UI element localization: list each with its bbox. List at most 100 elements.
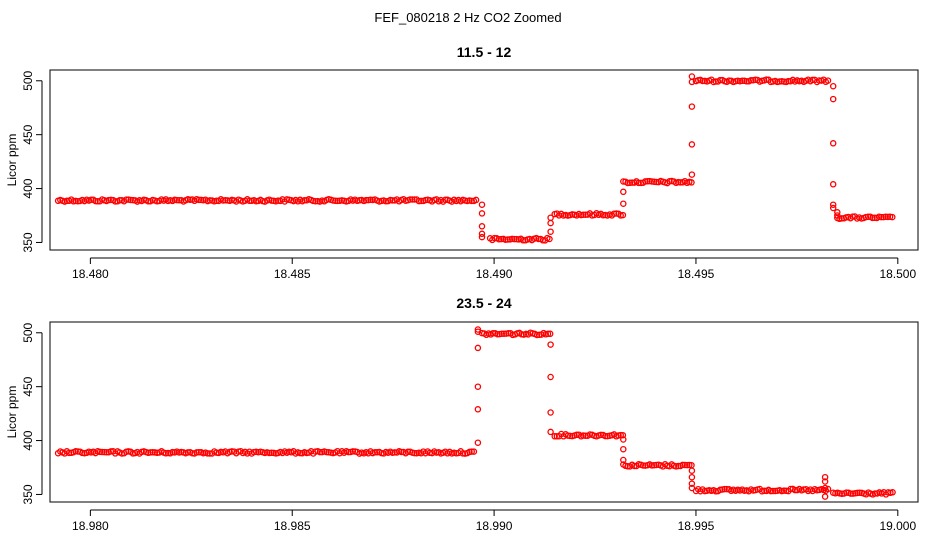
data-point — [699, 77, 706, 85]
data-point — [815, 77, 823, 84]
plot-frame — [49, 69, 919, 251]
data-point — [679, 461, 686, 469]
data-point — [776, 78, 783, 85]
data-point — [639, 462, 647, 469]
data-point — [829, 204, 837, 212]
data-point — [681, 461, 689, 469]
data-point — [497, 235, 505, 243]
data-point — [411, 449, 418, 457]
data-point — [546, 235, 553, 243]
data-point — [620, 200, 627, 207]
data-point — [474, 326, 482, 333]
y-tick-label: 350 — [21, 484, 35, 504]
data-point — [821, 493, 829, 500]
data-point — [206, 197, 214, 204]
data-point — [478, 233, 486, 241]
data-point — [688, 73, 696, 80]
data-point — [769, 487, 777, 495]
data-point — [829, 95, 837, 103]
data-point — [610, 210, 618, 217]
data-point — [195, 196, 203, 204]
data-point — [829, 201, 837, 208]
data-point — [508, 235, 516, 243]
data-point — [312, 197, 319, 205]
data-point — [72, 448, 79, 455]
data-point — [500, 330, 508, 337]
data-point — [442, 196, 449, 204]
data-point — [96, 448, 104, 456]
data-point — [780, 487, 788, 494]
data-point — [620, 436, 627, 443]
data-point — [474, 328, 482, 335]
data-point — [204, 450, 211, 457]
data-point — [65, 449, 73, 457]
axes: 18.980 18.985 18.990 18.995 19.000 350 400 450 5… — [21, 321, 919, 533]
data-point — [834, 209, 841, 216]
data-point — [415, 197, 423, 205]
data-point — [367, 196, 374, 204]
panel-title: 23.5 - 24 — [456, 295, 511, 311]
data-point — [889, 213, 896, 221]
data-point — [547, 219, 554, 227]
data-point — [650, 461, 658, 469]
data-point — [620, 188, 627, 196]
figure-title: FEF_080218 2 Hz CO2 Zoomed — [374, 10, 561, 25]
data-point — [580, 432, 587, 439]
data-point — [147, 449, 154, 456]
data-point — [760, 487, 768, 494]
x-tick-label: 18.985 — [274, 519, 311, 533]
data-point — [619, 211, 627, 219]
data-point — [127, 196, 134, 204]
data-point — [173, 196, 181, 204]
data-point — [511, 235, 518, 243]
data-point — [406, 196, 414, 203]
data-point — [478, 223, 486, 230]
data-point — [847, 490, 855, 497]
data-point — [547, 341, 554, 348]
data-point — [149, 449, 156, 456]
data-point — [268, 449, 275, 457]
data-point — [821, 484, 829, 492]
data-point — [854, 489, 861, 497]
data-point — [472, 196, 480, 204]
data-point — [648, 178, 656, 185]
data-point — [688, 480, 696, 487]
y-tick-label: 350 — [21, 232, 35, 252]
y-axis-label: Licor ppm — [5, 134, 19, 187]
data-point — [519, 237, 527, 244]
data-point — [219, 197, 227, 204]
data-point — [404, 448, 412, 456]
data-point — [362, 196, 370, 204]
data-point — [478, 230, 486, 238]
data-point — [644, 178, 651, 185]
data-point — [829, 140, 837, 147]
x-tick-label: 18.490 — [476, 267, 513, 281]
data-point — [626, 179, 634, 187]
data-point — [620, 456, 627, 464]
data-point — [688, 484, 696, 492]
data-point — [619, 431, 627, 439]
data-point — [856, 489, 863, 497]
data-point — [478, 210, 486, 217]
data-point — [103, 448, 110, 456]
x-tick-label: 18.980 — [72, 519, 109, 533]
data-point — [688, 141, 696, 148]
data-point — [502, 236, 509, 243]
data-point — [332, 197, 339, 205]
data-point — [547, 373, 554, 381]
data-point — [246, 197, 253, 205]
data-point — [468, 448, 475, 455]
data-point — [474, 383, 482, 390]
data-point — [498, 330, 506, 337]
data-point — [547, 428, 554, 436]
data-point — [686, 461, 693, 469]
data-points — [54, 73, 896, 244]
data-point — [635, 179, 642, 187]
data-point — [829, 82, 837, 90]
data-point — [334, 197, 341, 205]
panel-bottom: 23.5 - 24 Licor ppm 18.980 18.985 18.990 18… — [5, 295, 919, 533]
data-point — [688, 103, 696, 110]
data-point — [268, 197, 275, 204]
y-tick-label: 400 — [21, 430, 35, 450]
data-point — [547, 409, 554, 416]
